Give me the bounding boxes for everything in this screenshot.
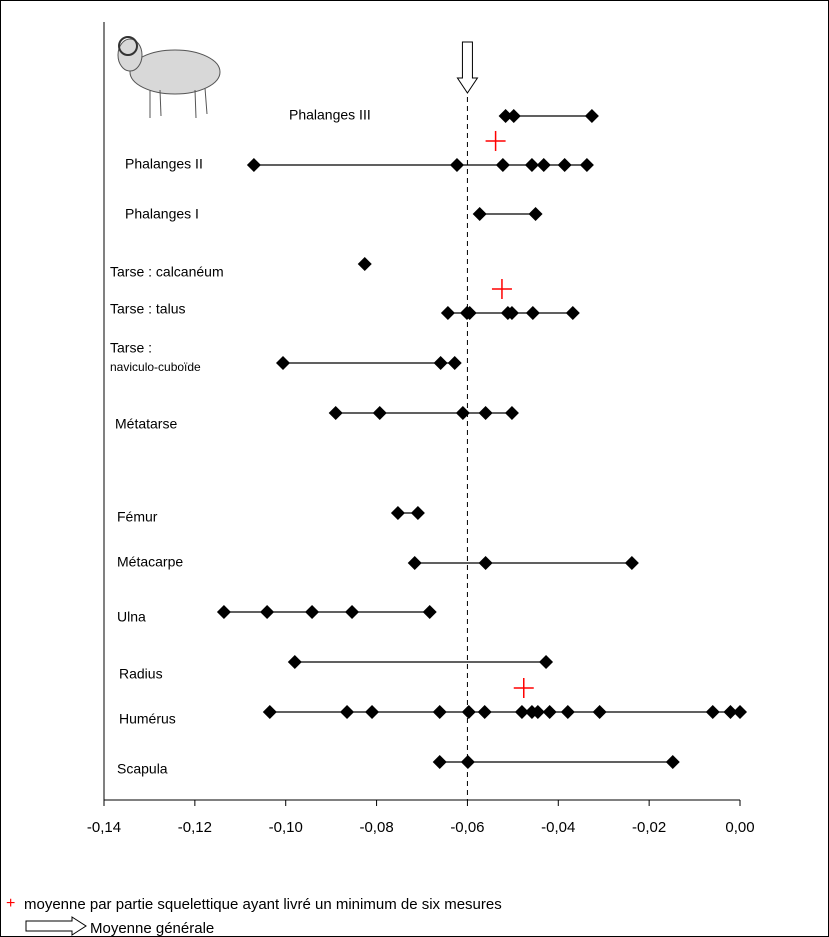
data-point (390, 506, 405, 520)
x-tick-label: -0,08 (359, 819, 393, 836)
x-tick-label: -0,14 (87, 819, 121, 836)
data-point (565, 306, 580, 320)
data-point (447, 356, 462, 370)
data-point (579, 158, 594, 172)
row-label: Scapula (117, 761, 168, 777)
data-point (216, 605, 231, 619)
data-point (440, 306, 455, 320)
data-point (542, 705, 557, 719)
data-point (495, 158, 510, 172)
data-point (733, 705, 747, 719)
data-point (525, 306, 540, 320)
mean-marker (485, 131, 506, 151)
row-sublabel: naviculo-cuboïde (110, 360, 201, 374)
data-point (624, 556, 639, 570)
data-point (665, 755, 680, 769)
sheep-illustration (117, 36, 221, 119)
data-point (246, 158, 261, 172)
row-label: Phalanges III (289, 107, 371, 123)
data-point (539, 655, 554, 669)
data-point (305, 605, 320, 619)
legend-mean-symbol: + (6, 895, 15, 912)
data-point (462, 306, 477, 320)
row-label: Métacarpe (117, 554, 183, 570)
data-point (432, 705, 447, 719)
data-point (506, 109, 521, 123)
data-point (461, 705, 476, 719)
data-point (536, 158, 551, 172)
data-point (407, 556, 422, 570)
data-point (275, 356, 290, 370)
row-label: Ulna (117, 609, 146, 625)
data-point (460, 755, 475, 769)
row-label: Tarse : talus (110, 301, 185, 317)
data-point (432, 755, 447, 769)
data-point (557, 158, 572, 172)
x-tick-label: 0,00 (725, 819, 754, 836)
data-point (262, 705, 277, 719)
data-point (357, 257, 372, 271)
data-point (260, 605, 275, 619)
data-point (504, 406, 519, 420)
x-tick-label: -0,02 (632, 819, 666, 836)
row-label: Humérus (119, 711, 176, 727)
data-point (345, 605, 360, 619)
legend-reference-text: Moyenne générale (90, 920, 214, 937)
x-tick-label: -0,12 (178, 819, 212, 836)
data-point (372, 406, 387, 420)
row-label: Tarse : calcanéum (110, 264, 224, 280)
data-point (478, 406, 493, 420)
row-label: Fémur (117, 509, 158, 525)
data-point (365, 705, 380, 719)
data-point (530, 705, 545, 719)
x-tick-label: -0,06 (450, 819, 484, 836)
data-point (340, 705, 355, 719)
data-point (592, 705, 607, 719)
x-tick-label: -0,04 (541, 819, 575, 836)
x-tick-label: -0,10 (269, 819, 303, 836)
data-point (723, 705, 738, 719)
mean-marker (513, 678, 534, 698)
data-point (287, 655, 302, 669)
legend-arrow (25, 916, 87, 936)
data-point (422, 605, 437, 619)
row-label: Phalanges I (125, 206, 199, 222)
row-label: Radius (119, 666, 163, 682)
data-point (477, 705, 492, 719)
row-label: Phalanges II (125, 156, 203, 172)
data-point (524, 158, 539, 172)
data-point (328, 406, 343, 420)
data-point (498, 109, 513, 123)
row-label: Métatarse (115, 416, 177, 432)
data-point (433, 356, 448, 370)
data-point (478, 556, 493, 570)
data-point (410, 506, 425, 520)
data-point (584, 109, 599, 123)
data-point (560, 705, 575, 719)
reference-arrow (456, 41, 479, 94)
row-label: Tarse : (110, 340, 152, 356)
data-point (528, 207, 543, 221)
legend-mean-text: moyenne par partie squelettique ayant li… (24, 896, 502, 913)
data-point (514, 705, 529, 719)
mean-marker (491, 279, 512, 299)
data-point (449, 158, 464, 172)
data-point (705, 705, 720, 719)
data-point (455, 406, 470, 420)
data-point (472, 207, 487, 221)
data-point (504, 306, 519, 320)
